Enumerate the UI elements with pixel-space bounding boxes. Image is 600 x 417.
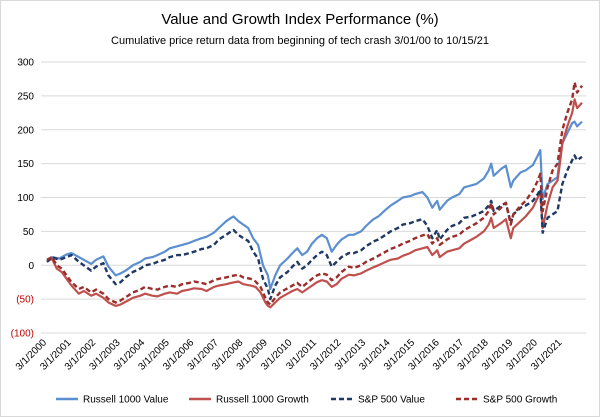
legend-label: Russell 1000 Value (83, 395, 169, 406)
y-tick-label: (100) (11, 329, 34, 340)
y-tick-label: 250 (17, 91, 34, 102)
legend-label: S&P 500 Value (358, 395, 425, 406)
y-tick-label: 300 (17, 58, 34, 69)
y-tick-label: 0 (28, 261, 34, 272)
legend-label: Russell 1000 Growth (216, 395, 309, 406)
series-lines (46, 81, 583, 309)
y-tick-label: 150 (17, 159, 34, 170)
chart-title: Value and Growth Index Performance (%) (161, 11, 438, 28)
y-tick-label: 200 (17, 125, 34, 136)
y-tick-label: (50) (16, 295, 34, 306)
x-axis-ticks: 3/1/20003/1/20013/1/20023/1/20033/1/2004… (14, 337, 565, 373)
gridlines (41, 61, 586, 334)
series-line-2 (46, 154, 583, 301)
chart-subtitle: Cumulative price return data from beginn… (111, 35, 489, 47)
series-line-1 (46, 98, 583, 309)
series-line-3 (46, 81, 583, 306)
y-axis-ticks: 300 250 200 150 100 50 0 (50) (100) (11, 58, 35, 340)
series-line-0 (46, 120, 583, 291)
legend-label: S&P 500 Growth (483, 395, 557, 406)
y-tick-label: 100 (17, 193, 34, 204)
y-tick-label: 50 (23, 227, 35, 238)
legend: Russell 1000 Value Russell 1000 Growth S&P… (56, 395, 557, 406)
